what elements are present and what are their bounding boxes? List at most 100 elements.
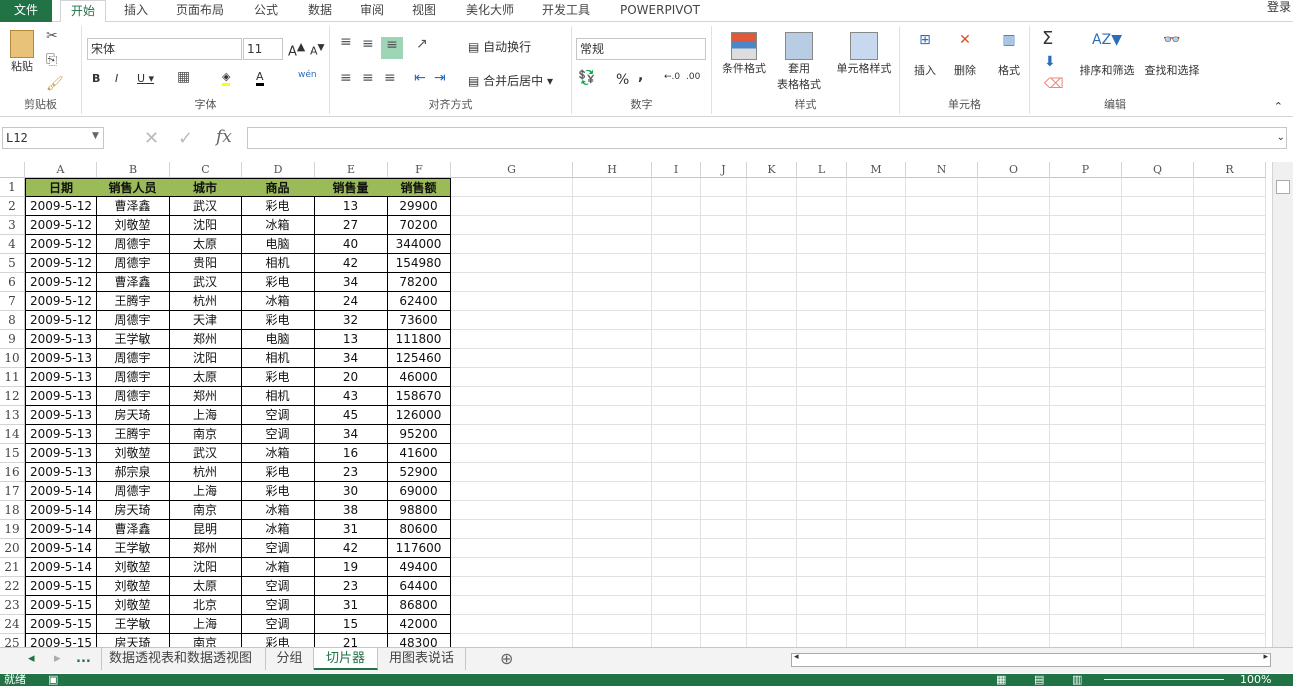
table-cell[interactable]: 昆明 (169, 520, 242, 539)
table-cell[interactable]: 周德宇 (96, 349, 170, 368)
cell[interactable] (573, 311, 652, 330)
cell[interactable] (1122, 235, 1194, 254)
cell[interactable] (747, 444, 797, 463)
table-cell[interactable]: 34 (314, 425, 388, 444)
cell[interactable] (573, 577, 652, 596)
cell[interactable] (847, 425, 906, 444)
table-cell[interactable]: 周德宇 (96, 387, 170, 406)
table-cell[interactable]: 31 (314, 596, 388, 615)
cell[interactable] (1050, 444, 1122, 463)
table-cell[interactable]: 23 (314, 577, 388, 596)
cell[interactable] (652, 216, 701, 235)
row-header[interactable]: 24 (0, 615, 25, 634)
align-left-icon[interactable]: ≡ (340, 70, 352, 86)
sort-filter-button[interactable]: AZ▼ 排序和筛选 (1074, 32, 1140, 78)
cell[interactable] (652, 368, 701, 387)
cell[interactable] (1122, 292, 1194, 311)
cell[interactable] (978, 330, 1050, 349)
table-header-cell[interactable]: 销售额 (387, 178, 451, 197)
column-header[interactable]: K (747, 162, 797, 178)
cell[interactable] (701, 444, 747, 463)
cell[interactable] (451, 558, 573, 577)
cell[interactable] (701, 501, 747, 520)
table-header-cell[interactable]: 销售人员 (96, 178, 170, 197)
cell[interactable] (1122, 349, 1194, 368)
zoom-level[interactable]: 100% (1240, 673, 1272, 686)
cell[interactable] (1122, 463, 1194, 482)
table-cell[interactable]: 73600 (387, 311, 451, 330)
decrease-indent-icon[interactable]: ⇤ (414, 70, 426, 86)
cell[interactable] (747, 425, 797, 444)
table-cell[interactable]: 98800 (387, 501, 451, 520)
table-cell[interactable]: 49400 (387, 558, 451, 577)
cell[interactable] (906, 216, 978, 235)
cell[interactable] (906, 596, 978, 615)
cell[interactable] (1194, 216, 1266, 235)
table-cell[interactable]: 空调 (241, 615, 315, 634)
table-cell[interactable]: 2009-5-13 (25, 425, 97, 444)
ribbon-tab[interactable]: 美化大师 (466, 3, 515, 17)
table-cell[interactable]: 曹泽鑫 (96, 273, 170, 292)
cell[interactable] (1122, 444, 1194, 463)
table-cell[interactable]: 34 (314, 349, 388, 368)
cell[interactable] (906, 368, 978, 387)
ribbon-tab[interactable]: 开发工具 (542, 3, 591, 17)
cell[interactable] (978, 558, 1050, 577)
cell[interactable] (573, 330, 652, 349)
table-cell[interactable]: 王腾宇 (96, 425, 170, 444)
increase-indent-icon[interactable]: ⇥ (434, 70, 446, 86)
cell[interactable] (978, 482, 1050, 501)
cell[interactable] (701, 539, 747, 558)
cell[interactable] (847, 463, 906, 482)
cell[interactable] (978, 520, 1050, 539)
cell[interactable] (747, 197, 797, 216)
table-cell[interactable]: 上海 (169, 406, 242, 425)
ribbon-tab[interactable]: 数据 (308, 3, 333, 17)
cell[interactable] (847, 178, 906, 197)
table-cell[interactable]: 沈阳 (169, 216, 242, 235)
table-cell[interactable]: 70200 (387, 216, 451, 235)
cell[interactable] (978, 463, 1050, 482)
cell[interactable] (847, 387, 906, 406)
cell[interactable] (747, 368, 797, 387)
table-cell[interactable]: 周德宇 (96, 254, 170, 273)
paste-button[interactable]: 粘贴 (8, 30, 36, 74)
cell[interactable] (652, 197, 701, 216)
column-header[interactable]: O (978, 162, 1050, 178)
cell[interactable] (1122, 387, 1194, 406)
cell[interactable] (906, 577, 978, 596)
cell[interactable] (451, 197, 573, 216)
cell[interactable] (573, 254, 652, 273)
cell[interactable] (978, 235, 1050, 254)
name-box-dropdown-icon[interactable]: ▼ (92, 131, 99, 141)
table-cell[interactable]: 2009-5-14 (25, 482, 97, 501)
column-header[interactable]: D (242, 162, 315, 178)
ribbon-tab[interactable]: POWERPIVOT (620, 3, 701, 17)
cell[interactable] (978, 444, 1050, 463)
cell[interactable] (451, 501, 573, 520)
cell[interactable] (573, 482, 652, 501)
table-cell[interactable]: 111800 (387, 330, 451, 349)
cell[interactable] (847, 273, 906, 292)
cell[interactable] (847, 349, 906, 368)
cell[interactable] (451, 615, 573, 634)
row-header[interactable]: 2 (0, 197, 25, 216)
row-header[interactable]: 5 (0, 254, 25, 273)
cell[interactable] (652, 615, 701, 634)
cell[interactable] (797, 254, 847, 273)
column-header[interactable]: B (97, 162, 170, 178)
table-cell[interactable]: 王学敏 (96, 615, 170, 634)
format-painter-icon[interactable]: 🖌 (46, 76, 64, 92)
cell[interactable] (1122, 615, 1194, 634)
cell[interactable] (747, 482, 797, 501)
table-cell[interactable]: 刘敬堃 (96, 577, 170, 596)
comma-button[interactable]: , (638, 68, 644, 84)
cell[interactable] (1122, 368, 1194, 387)
cell[interactable] (573, 349, 652, 368)
cell[interactable] (906, 615, 978, 634)
table-cell[interactable]: 34 (314, 273, 388, 292)
cell[interactable] (797, 520, 847, 539)
table-cell[interactable]: 13 (314, 197, 388, 216)
cell[interactable] (701, 254, 747, 273)
column-header[interactable]: A (25, 162, 97, 178)
